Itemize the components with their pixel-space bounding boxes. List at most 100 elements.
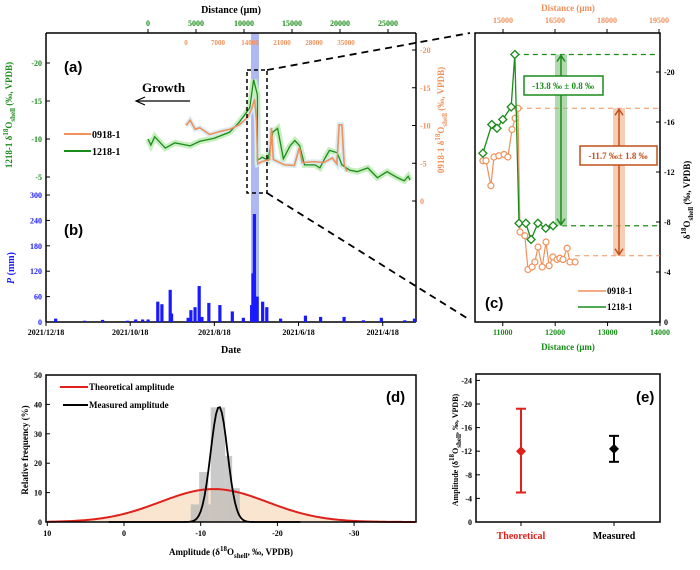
precip-bar bbox=[141, 319, 145, 322]
c-top-axis-title: Distance (μm) bbox=[541, 3, 595, 13]
label-part-post: (‰, VPDB) bbox=[4, 62, 14, 108]
c-bottom-tick-label: 13000 bbox=[598, 328, 618, 337]
date-tick-label: 2021/8/18 bbox=[198, 328, 230, 337]
c-bottom-tick-label: 12000 bbox=[545, 328, 565, 337]
d-x-tick-label: -10 bbox=[195, 529, 206, 538]
panel-label-d: (d) bbox=[386, 389, 405, 406]
c-0918-1-point bbox=[559, 255, 567, 264]
precip-bar bbox=[200, 316, 204, 322]
c-legend-label-1218-1: 1218-1 bbox=[607, 302, 633, 312]
e-y-tick-label: -24 bbox=[461, 376, 472, 385]
top-axis-title: Distance (μm) bbox=[201, 5, 261, 16]
c-0918-1-point bbox=[487, 182, 495, 190]
precip-bar bbox=[197, 286, 201, 322]
top-tick-label-orange: 0 bbox=[184, 39, 188, 47]
c-right-tick-label: -8 bbox=[664, 218, 671, 227]
p-axis-title-italic: P bbox=[6, 277, 17, 284]
d-y-tick-label: 50 bbox=[34, 371, 42, 380]
c-0918-1-point bbox=[521, 232, 529, 240]
c-right-axis-title: δ18Oshell (‰, VPDB) bbox=[680, 161, 695, 239]
c-bottom-axis-title: Distance (μm) bbox=[541, 342, 595, 352]
c-1218-1-point bbox=[492, 123, 502, 134]
d-y-tick-label: 20 bbox=[34, 459, 42, 468]
date-tick-label: 2021/10/18 bbox=[112, 328, 148, 337]
d-y-tick-label: 10 bbox=[34, 489, 42, 498]
right-tick-label: -15 bbox=[420, 84, 431, 93]
precip-bar bbox=[403, 320, 407, 322]
orange-amplitude-arrow-head-top bbox=[614, 107, 624, 116]
growth-label: Growth bbox=[142, 80, 186, 95]
p-tick-label: 300 bbox=[30, 191, 42, 200]
green-amplitude-box bbox=[523, 75, 604, 96]
histogram-bar bbox=[208, 504, 211, 522]
right-tick-label: -20 bbox=[420, 46, 431, 55]
panel-c-frame bbox=[474, 32, 661, 323]
theoretical-curve bbox=[47, 488, 416, 523]
top-tick-label-orange: 7000 bbox=[211, 39, 226, 47]
histogram-bar bbox=[210, 407, 226, 522]
c-bottom-tick-label: 14000 bbox=[650, 328, 670, 337]
left-axis-title: 1218-1 δ18Oshell (‰, VPDB) bbox=[2, 62, 17, 168]
c-bottom-tick-label: 11000 bbox=[493, 328, 513, 337]
d-y-tick-label: 30 bbox=[34, 430, 42, 439]
legend-label-0918-1: 0918-1 bbox=[92, 130, 120, 141]
histogram-bar bbox=[225, 455, 233, 522]
d-x-tick-label: 0 bbox=[122, 529, 126, 538]
e-y-tick-label: -16 bbox=[461, 424, 472, 433]
top-tick-label-orange: 35000 bbox=[337, 39, 355, 47]
label-part-sup: 18 bbox=[680, 227, 688, 235]
e-y-axis-title: Amplitude (δ18Oshell, ‰, VPDB) bbox=[448, 393, 463, 506]
precip-bar bbox=[241, 317, 245, 322]
p-tick-label: 180 bbox=[30, 242, 42, 251]
p-tick-label: 60 bbox=[34, 293, 42, 302]
precip-bar bbox=[134, 319, 138, 322]
e-y-tick-label: -8 bbox=[465, 471, 472, 480]
label-part-post: (‰, VPDB) bbox=[436, 67, 446, 113]
precip-bar bbox=[361, 320, 365, 322]
c-1218-1-point bbox=[548, 220, 558, 231]
c-0918-1-point bbox=[563, 244, 571, 252]
label-part-sup: 18 bbox=[220, 545, 228, 553]
c-0918-1-point bbox=[538, 263, 546, 271]
top-tick-label-green: 5000 bbox=[188, 19, 204, 28]
c-0918-1-point bbox=[508, 125, 516, 134]
precip-bar bbox=[252, 214, 256, 322]
label-part-pre: Amplitude (δ bbox=[451, 461, 460, 506]
precip-bar bbox=[230, 311, 234, 322]
precip-bar bbox=[379, 317, 383, 322]
c-1218-1-point bbox=[509, 49, 520, 60]
green-amplitude-arrow-head-top bbox=[556, 54, 566, 62]
precip-bar bbox=[83, 320, 87, 322]
e-y-tick-label: -20 bbox=[461, 400, 472, 409]
precip-bar bbox=[189, 310, 193, 322]
right-tick-label: -10 bbox=[420, 122, 431, 131]
series-1218-1-line bbox=[147, 79, 411, 182]
label-part-sub: shell bbox=[441, 113, 449, 127]
c-right-tick-label: -20 bbox=[664, 68, 675, 77]
d-x-tick-label: 10 bbox=[43, 529, 51, 538]
precip-bar bbox=[279, 318, 283, 322]
p-axis-title-rest: (mm) bbox=[6, 252, 17, 278]
d-x-tick-label: -20 bbox=[272, 529, 283, 538]
c-1218-1-point bbox=[506, 102, 517, 112]
right-tick-label: -5 bbox=[420, 159, 427, 168]
c-0918-1-point bbox=[516, 228, 524, 236]
e-y-tick-label: -12 bbox=[461, 447, 472, 456]
c-0918-1-point bbox=[482, 157, 490, 165]
label-part-sup: 18 bbox=[434, 133, 442, 141]
label-part-pre: δ bbox=[682, 234, 692, 239]
orange-amplitude-label: -11.7 ‰± 1.8 ‰ bbox=[588, 151, 647, 161]
precip-bar bbox=[100, 319, 105, 322]
label-part-mid: O bbox=[4, 122, 14, 129]
zoom-connector-top bbox=[266, 32, 471, 71]
panel-d-frame bbox=[45, 374, 417, 523]
p-axis-title: P (mm) bbox=[6, 252, 17, 284]
c-1218-1-point bbox=[532, 218, 543, 229]
label-part-post: , ‰, VPDB) bbox=[451, 393, 460, 434]
c-right-tick-label: -16 bbox=[664, 118, 675, 127]
label-part-sub: shell bbox=[455, 434, 463, 448]
panel-e-frame bbox=[475, 373, 661, 523]
c-0918-1-point bbox=[571, 258, 579, 266]
d-y-tick-label: 40 bbox=[34, 400, 42, 409]
